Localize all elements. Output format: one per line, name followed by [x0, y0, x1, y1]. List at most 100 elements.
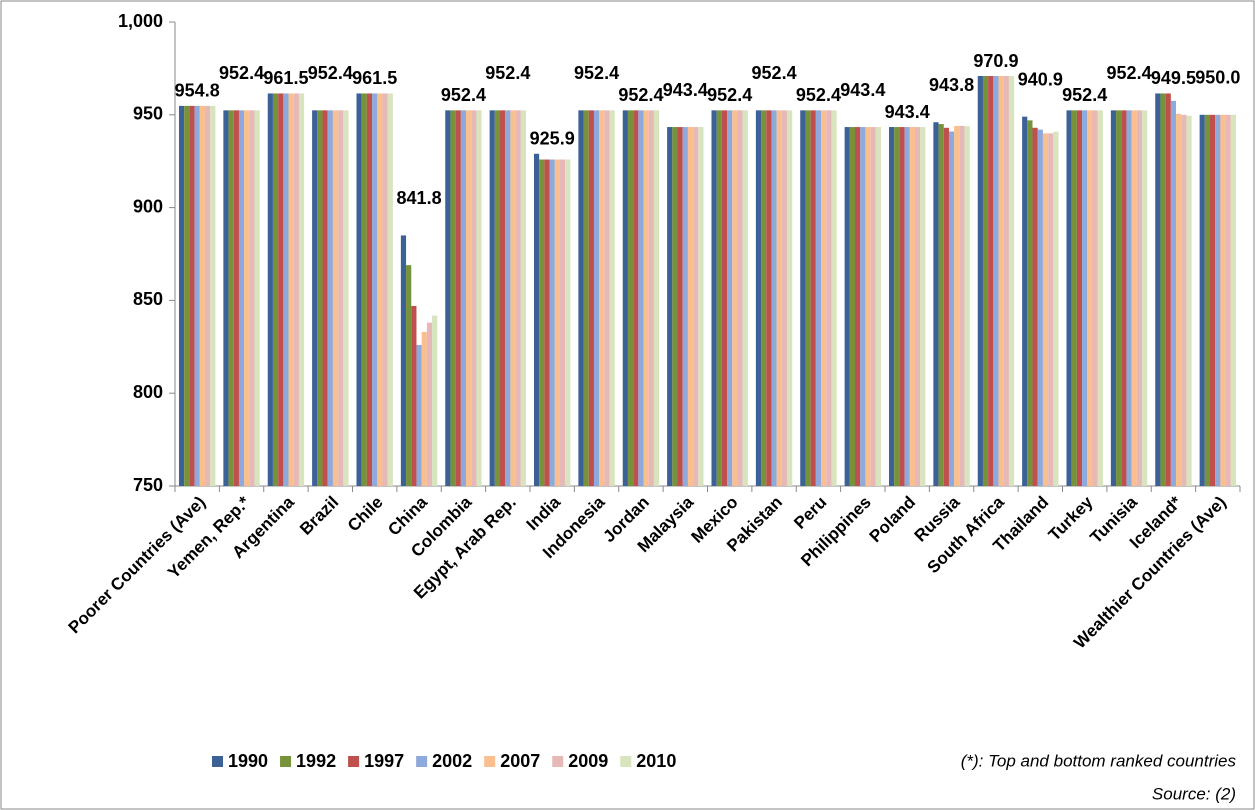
- bar: [293, 93, 299, 487]
- y-tick-label: 900: [133, 196, 163, 216]
- bar: [721, 110, 728, 487]
- legend-label: 1990: [228, 751, 268, 771]
- bar: [471, 110, 477, 487]
- bar: [450, 110, 456, 487]
- data-label: 961.5: [263, 68, 308, 88]
- bar: [687, 127, 694, 487]
- bar: [920, 127, 926, 487]
- bar: [1220, 114, 1226, 487]
- data-label: 952.4: [1107, 63, 1152, 83]
- bar: [421, 331, 427, 486]
- data-label: 940.9: [1018, 69, 1063, 89]
- data-label: 949.5: [1151, 68, 1196, 88]
- bar: [1110, 110, 1117, 487]
- bar: [476, 110, 482, 487]
- bar: [800, 110, 806, 487]
- bar: [244, 110, 250, 487]
- bar: [1082, 110, 1088, 487]
- bar: [1008, 76, 1015, 487]
- bar: [849, 127, 856, 487]
- bar: [559, 159, 566, 486]
- bar: [638, 110, 644, 487]
- bar: [677, 127, 683, 487]
- bar: [943, 127, 949, 487]
- data-label: 952.4: [618, 85, 663, 105]
- bar: [327, 110, 333, 487]
- bar: [520, 110, 527, 487]
- bar: [204, 105, 211, 486]
- bar: [933, 122, 939, 486]
- legend-swatch: [280, 756, 292, 767]
- bar: [338, 110, 344, 487]
- bar: [278, 93, 284, 487]
- bar: [653, 110, 660, 487]
- bar: [184, 105, 190, 486]
- bar: [382, 93, 388, 487]
- bar: [1121, 110, 1127, 487]
- bar: [627, 110, 634, 487]
- y-tick-label: 950: [133, 104, 163, 124]
- bar: [233, 110, 239, 487]
- bar: [860, 127, 866, 487]
- data-label: 952.4: [752, 63, 797, 83]
- bar: [1210, 114, 1216, 487]
- bar: [515, 110, 521, 487]
- bar: [1181, 114, 1187, 487]
- bar: [411, 305, 417, 486]
- data-label: 952.4: [574, 63, 619, 83]
- legend-label: 2002: [432, 751, 472, 771]
- bar: [831, 110, 837, 487]
- data-label: 952.4: [796, 85, 841, 105]
- bar: [711, 110, 717, 487]
- bar: [1170, 100, 1177, 486]
- bar: [914, 127, 921, 487]
- bar: [588, 110, 594, 487]
- bar: [732, 110, 738, 487]
- bar: [361, 93, 367, 487]
- bar: [539, 159, 545, 486]
- bar: [787, 110, 793, 487]
- bar: [1097, 110, 1103, 487]
- data-label: 952.4: [219, 63, 264, 83]
- bar: [377, 93, 383, 487]
- bar: [1071, 110, 1077, 487]
- data-label: 943.4: [840, 80, 885, 100]
- bar: [855, 127, 861, 487]
- bar: [810, 110, 816, 487]
- legend-label: 1997: [364, 751, 404, 771]
- data-label: 961.5: [352, 68, 397, 88]
- bar: [959, 125, 965, 486]
- bar: [643, 110, 649, 487]
- bar: [1131, 110, 1137, 487]
- bar: [343, 110, 349, 487]
- bar: [781, 110, 788, 487]
- bar: [667, 127, 673, 487]
- bar: [406, 265, 412, 486]
- bar: [948, 131, 955, 486]
- bar: [194, 105, 200, 486]
- bar: [583, 110, 589, 487]
- bar: [494, 110, 501, 487]
- bar: [416, 344, 422, 486]
- bar: [1022, 116, 1028, 486]
- bar: [1230, 114, 1237, 487]
- legend-label: 2007: [500, 751, 540, 771]
- bar: [865, 127, 871, 487]
- bar: [578, 110, 584, 487]
- bar: [387, 93, 393, 487]
- bar: [938, 124, 944, 486]
- bar: [400, 235, 407, 486]
- bar: [178, 105, 185, 486]
- data-label: 943.4: [663, 80, 708, 100]
- legend-label: 2009: [568, 751, 608, 771]
- bar: [1126, 110, 1132, 487]
- bar: [604, 110, 610, 487]
- legend-swatch: [212, 756, 223, 767]
- bar: [549, 159, 555, 486]
- bar: [1032, 127, 1038, 487]
- bar: [954, 125, 960, 486]
- bar: [298, 93, 305, 487]
- bar: [771, 110, 777, 487]
- bar: [544, 159, 550, 486]
- bar: [693, 127, 699, 487]
